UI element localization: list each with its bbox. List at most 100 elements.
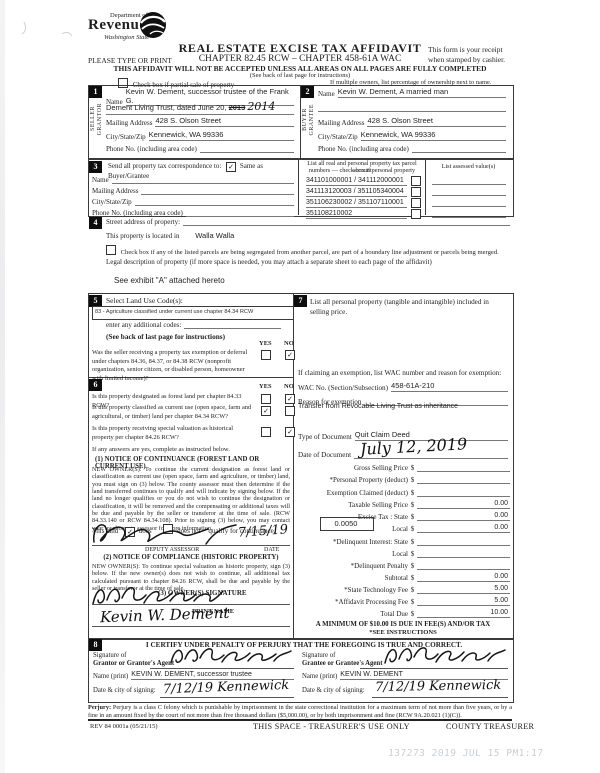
land-use-code-box <box>92 306 294 320</box>
fee-label: Local <box>392 550 408 558</box>
buyer-csz-value: Kennewick, WA 99336 <box>360 130 506 141</box>
perjury-body: Perjury is a class C felony which is pun… <box>88 704 513 719</box>
dollar-sign: $ <box>410 513 415 521</box>
money-row: Taxable Selling Price $0.00 <box>298 498 510 509</box>
corr-csz-row: City/State/Zip <box>92 198 294 206</box>
reason-row: Reason for exemption <box>298 398 508 406</box>
seller-address-value: 428 S. Olson Street <box>155 116 294 127</box>
parcel-row: 341113120003 / 351105340004 <box>303 187 421 197</box>
section8-badge: 8 <box>89 639 102 651</box>
land-use-code-value: 83 - Agriculture classified under curren… <box>95 309 254 315</box>
perjury-lead: Perjury: <box>88 704 112 711</box>
dollar-sign: $ <box>410 598 415 606</box>
buyer-name-label: Name <box>318 89 335 98</box>
date-of-document-row: Date of Document <box>298 448 508 459</box>
dollar-sign: $ <box>410 476 415 484</box>
parties-box <box>88 85 514 160</box>
fee-label: Gross Selling Price <box>353 464 408 472</box>
see-back-note: (See back of last page for instructions) <box>249 72 351 79</box>
corr-name-label: Name <box>92 176 109 184</box>
blank-line <box>199 152 294 153</box>
money-row: *State Technology Fee $5.00 <box>298 583 510 594</box>
fee-value <box>417 471 510 472</box>
multiple-owners-note: If multiple owners, list percentage of o… <box>330 79 492 86</box>
parcel-header-line2: numbers — check box if personal property <box>308 167 416 174</box>
land-use-label: Select Land Use Code(s): <box>106 296 183 305</box>
fee-value <box>417 557 510 558</box>
wac-row: WAC No. (Section/Subsection) 458-61A-210 <box>298 381 508 392</box>
type-of-document-label: Type of Document <box>298 432 352 441</box>
legal-description-value: See exhibit "A" attached hereto <box>114 276 225 285</box>
blank-line <box>432 176 506 185</box>
grantor-date-city-label: Date & city of signing: <box>93 687 156 694</box>
yes-header2: YES <box>259 383 272 390</box>
fee-value: 0.00 <box>417 512 510 521</box>
local-rate-value: 0.0050 <box>334 519 358 528</box>
seller-year-handwritten: 2014 <box>247 100 276 113</box>
fee-value <box>417 483 510 484</box>
buyer-address-row: Mailing Address 428 S. Olson Street <box>318 116 506 127</box>
corr-csz-label: City/State/Zip <box>92 198 132 206</box>
deputy-assessor-label: DEPUTY ASSESSOR <box>145 547 200 553</box>
money-row: *Personal Property (deduct) $ <box>298 473 510 484</box>
section3-badge: 3 <box>89 161 102 173</box>
additional-codes-row: enter any additional codes: <box>106 321 281 329</box>
grantee-name-print-label: Name (print) <box>302 673 338 681</box>
same-as-buyer-checkbox: ✓ <box>226 162 237 172</box>
located-row: This property is located in Walla Walla <box>106 231 234 240</box>
grantee-name-print-value: KEVIN W. DEMENT <box>340 671 508 681</box>
local-rate-box <box>320 517 374 531</box>
reason-label: Reason for exemption <box>298 398 362 406</box>
seller-side-label: SELLER <box>90 106 96 131</box>
street-address-row: Street address of property: <box>106 218 510 226</box>
parcel2-checkbox <box>411 187 421 197</box>
fee-label: *Delinquent Interest: State <box>332 538 408 546</box>
grantee-signature-of-label: Signature of <box>302 652 336 659</box>
buyer-address-label: Mailing Address <box>318 118 365 127</box>
money-row: *Affidavit Processing Fee $5.00 <box>298 595 510 606</box>
parcel4-checkbox <box>411 209 421 219</box>
money-row: Exemption Claimed (deduct) $ <box>298 486 510 497</box>
revenue-wordmark: Revenue <box>88 17 147 33</box>
no-header2: NO <box>284 383 294 390</box>
seller-name-value-line2: Dement Living Trust, dated June 20, 2013… <box>106 100 294 115</box>
section7-badge: 7 <box>294 295 307 307</box>
does-not-checkbox <box>163 524 174 534</box>
buyer-phone-row: Phone No. (including area code) <box>318 145 506 153</box>
blank-line <box>318 101 506 112</box>
land-qualify-row: This land ✓ does does not qualify for co… <box>92 524 275 537</box>
date-label: DATE <box>264 547 280 553</box>
buyer-address-value: 428 S. Olson Street <box>367 116 506 127</box>
seller-year-struck: 2013 <box>228 103 246 112</box>
q2-no-checkbox <box>285 406 295 416</box>
rev-number: REV 84 0001a (05/21/15) <box>90 723 158 730</box>
grantee-side-label: GRANTEE <box>309 104 315 136</box>
parcel-number: 351106230002 / 351107110001 <box>306 199 407 208</box>
notice2-body: NEW OWNER(S): To continue special valuat… <box>92 563 290 592</box>
owner-signature-label: (3) OWNER(S) SIGNATURE <box>158 589 247 597</box>
parcel-number: 351108210002 <box>306 210 407 219</box>
money-row: *Delinquent Penalty $ <box>298 559 510 570</box>
located-value: Walla Walla <box>195 231 235 240</box>
if-yes-note: If any answers are yes, complete as inst… <box>92 446 230 453</box>
grantor-side-label: GRANTOR <box>97 103 103 136</box>
correspondence-row: Send all property tax correspondence to:… <box>108 162 294 180</box>
blank-line <box>183 225 510 226</box>
section6-badge: 6 <box>89 379 102 391</box>
fee-value: 0.00 <box>417 500 510 509</box>
seller-csz-value: Kennewick, WA 99336 <box>148 130 294 141</box>
dollar-sign: $ <box>410 550 415 558</box>
blank-line <box>185 216 294 217</box>
fee-label: *Personal Property (deduct) <box>329 476 408 484</box>
grantor-name-print-value: KEVIN W. DEMENT, successor trustee <box>131 671 294 681</box>
dollar-sign: $ <box>410 489 415 497</box>
notice2-title: (2) NOTICE OF COMPLIANCE (HISTORIC PROPE… <box>103 554 279 561</box>
grantor-signature <box>170 648 292 664</box>
dollar-sign: $ <box>410 574 415 582</box>
dollar-sign: $ <box>410 464 415 472</box>
buyer-phone-label: Phone No. (including area code) <box>318 145 409 153</box>
send-correspondence-label: Send all property tax correspondence to: <box>108 162 222 170</box>
section1-badge: 1 <box>89 86 102 98</box>
s5-no-checkbox: ✓ <box>285 350 295 360</box>
